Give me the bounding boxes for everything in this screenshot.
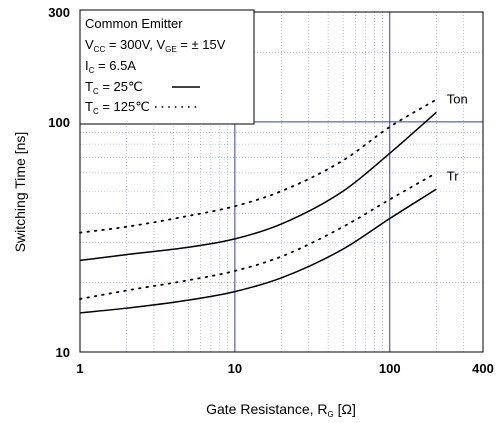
x-tick-labels: 1 10 100 400 — [76, 361, 493, 376]
y-tick-label: 300 — [48, 5, 70, 20]
legend-title: Common Emitter — [85, 16, 183, 31]
series-layer — [79, 98, 438, 314]
series-line-ton-25c — [79, 111, 437, 262]
x-tick-label: 100 — [379, 361, 401, 376]
series-line-ton-125c — [79, 98, 438, 234]
series-line-tr-25c — [79, 188, 437, 314]
legend-voltage: VCC = 300V, VGE = ± 15V — [85, 37, 226, 54]
legend: Common Emitter VCC = 300V, VGE = ± 15V I… — [79, 9, 255, 125]
grid-minor — [80, 12, 484, 352]
series-label-tr: Tr — [447, 168, 459, 183]
legend-current: IC = 6.5A — [85, 58, 136, 75]
series-label-ton: Ton — [447, 92, 468, 107]
legend-box — [79, 9, 255, 125]
legend-temp-25: TC = 25℃ — [85, 79, 143, 96]
x-tick-label: 10 — [228, 361, 242, 376]
x-axis-title: Gate Resistance, RG [Ω] — [206, 401, 356, 419]
x-tick-label: 1 — [76, 361, 83, 376]
series-line-tr-125c — [79, 171, 438, 300]
y-tick-label: 100 — [48, 115, 70, 130]
series-labels: Ton Tr — [447, 92, 468, 184]
y-axis-title: Switching Time [ns] — [12, 132, 28, 253]
y-tick-labels: 10 100 300 — [48, 5, 70, 360]
x-tick-label: 400 — [472, 361, 494, 376]
y-tick-label: 10 — [56, 345, 70, 360]
legend-temp-125: TC = 125℃ — [85, 99, 150, 116]
plot-frame — [79, 11, 484, 353]
